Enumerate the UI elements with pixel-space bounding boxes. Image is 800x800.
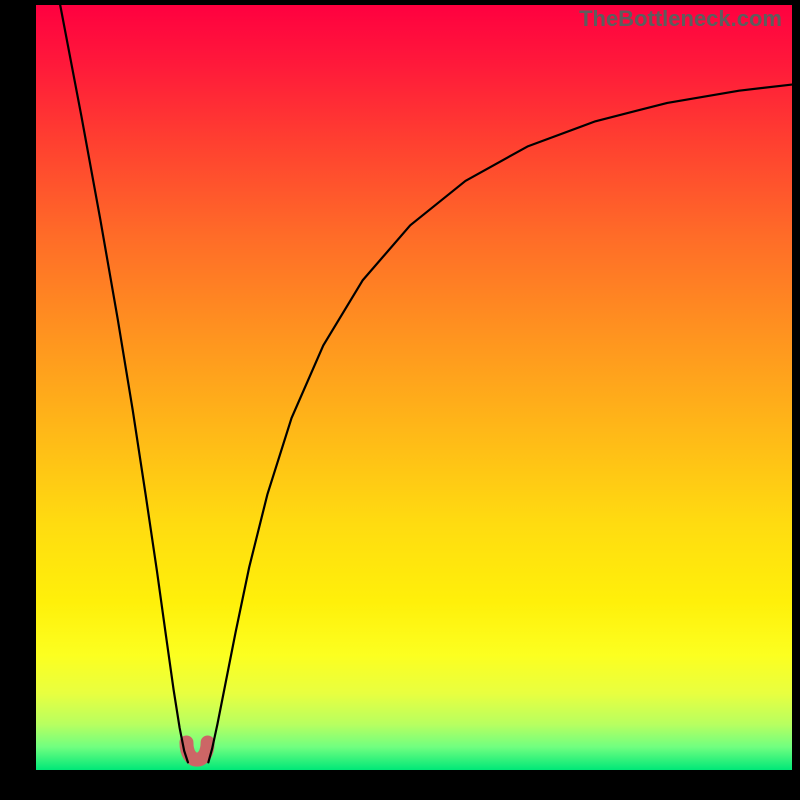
chart-container: TheBottleneck.com [0,0,800,800]
curve-layer [36,5,792,770]
curve-right-branch [208,85,792,763]
watermark-text: TheBottleneck.com [579,6,782,32]
plot-area: TheBottleneck.com [36,5,792,770]
dip-marker [186,742,207,759]
curve-left-branch [60,5,188,762]
